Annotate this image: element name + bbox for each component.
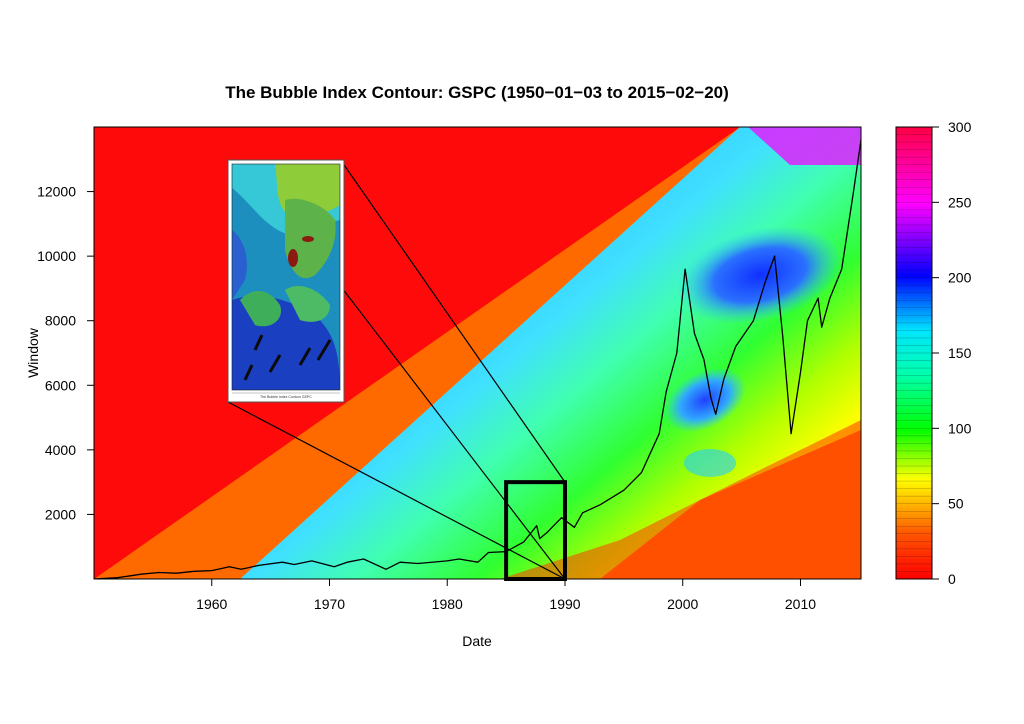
zoom-connector-line <box>227 401 566 580</box>
x-tick-label: 2000 <box>667 596 698 612</box>
y-axis-title: Window <box>25 327 41 378</box>
colorbar-tick-label: 250 <box>948 194 972 210</box>
lower-red-band <box>94 420 861 579</box>
y-tick-label: 10000 <box>37 248 76 264</box>
colorbar-ticks: 0 50 100 150 200 250 300 <box>932 119 972 587</box>
colorbar-ramp <box>896 127 932 579</box>
y-axis: 2000 4000 6000 8000 10000 12000 <box>37 184 95 522</box>
colorbar: 0 50 100 150 200 250 300 <box>895 119 972 587</box>
colorbar-bands <box>896 134 932 572</box>
contour-heatmap <box>94 127 861 579</box>
y-tick-label: 12000 <box>37 184 76 200</box>
colorbar-tick-label: 0 <box>948 571 956 587</box>
x-tick-label: 1980 <box>432 596 463 612</box>
zoom-annotation <box>227 161 567 581</box>
colorbar-tick-label: 150 <box>948 345 972 361</box>
colorbar-tick-label: 200 <box>948 270 972 286</box>
zoom-connector-line <box>341 161 566 483</box>
y-tick-label: 6000 <box>45 377 76 393</box>
bubble-blue-zone-1 <box>676 225 844 325</box>
x-tick-label: 2010 <box>785 596 816 612</box>
x-axis-title: Date <box>462 633 492 649</box>
zoom-connector-line <box>341 287 566 580</box>
x-tick-label: 1960 <box>196 596 227 612</box>
x-tick-label: 1970 <box>314 596 345 612</box>
chart-title: The Bubble Index Contour: GSPC (1950−01−… <box>225 83 729 102</box>
zoom-inset: The Bubble Index Contour GSPC <box>227 159 345 403</box>
bubble-blue-zone-2 <box>663 367 747 433</box>
colorbar-tick-label: 300 <box>948 119 972 135</box>
y-tick-label: 8000 <box>45 313 76 329</box>
svg-text:The Bubble Index Contour GSPC: The Bubble Index Contour GSPC <box>260 395 312 399</box>
bubble-cyan-zone <box>684 449 736 477</box>
x-tick-label: 1990 <box>549 596 580 612</box>
magenta-corner <box>748 127 861 165</box>
x-axis: 1960 1970 1980 1990 2000 2010 <box>196 578 816 612</box>
y-tick-label: 2000 <box>45 506 76 522</box>
colorbar-tick-label: 50 <box>948 496 964 512</box>
price-line <box>94 139 861 579</box>
colorbar-tick-label: 100 <box>948 420 972 436</box>
y-tick-label: 4000 <box>45 442 76 458</box>
